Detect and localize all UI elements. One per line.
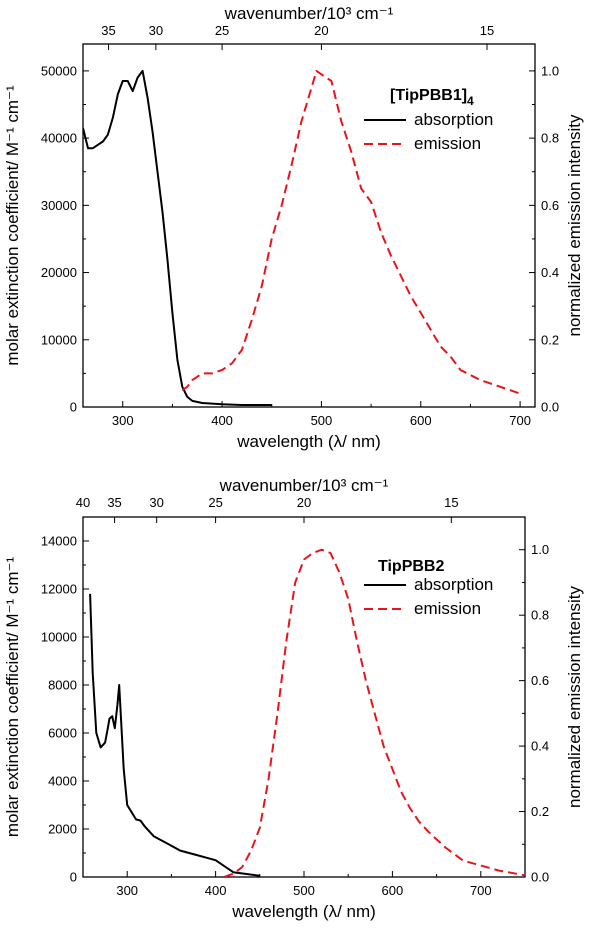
- y2-tick-label: 0.8: [531, 608, 549, 623]
- top-tick-label: 35: [107, 495, 121, 510]
- top-tick-label: 20: [297, 495, 311, 510]
- top-tick-label: 35: [101, 23, 115, 38]
- x-tick-label: 600: [382, 883, 404, 898]
- y-tick-label: 30000: [41, 198, 77, 213]
- chart-title-subscript: 4: [467, 94, 474, 108]
- legend-label-emission: emission: [414, 599, 481, 618]
- chart-title-main: TipPBB2: [378, 558, 444, 575]
- x-tick-label: 500: [293, 883, 315, 898]
- top-tick-label: 25: [208, 495, 222, 510]
- y2-tick-label: 0.0: [541, 400, 559, 415]
- y-tick-label: 14000: [41, 534, 77, 549]
- x-axis-label: wavelength (λ/ nm): [236, 432, 381, 451]
- x-tick-label: 500: [311, 413, 333, 428]
- y-tick-label: 10000: [41, 332, 77, 347]
- x-tick-label: 700: [509, 413, 531, 428]
- top-tick-label: 40: [76, 495, 90, 510]
- y2-tick-label: 0.6: [531, 673, 549, 688]
- legend-label-absorption: absorption: [414, 575, 493, 594]
- y2-tick-label: 0.8: [541, 131, 559, 146]
- y-tick-label: 6000: [48, 726, 77, 741]
- y-tick-label: 0: [70, 870, 77, 885]
- y2-tick-label: 0.2: [531, 804, 549, 819]
- top-tick-label: 30: [149, 495, 163, 510]
- y2-axis-label: normalized emission intensity: [565, 114, 584, 337]
- x-tick-label: 400: [205, 883, 227, 898]
- y-tick-label: 12000: [41, 582, 77, 597]
- chart-title: TipPBB2: [378, 558, 444, 575]
- top-tick-label: 20: [314, 23, 328, 38]
- top-axis-label: wavenumber/10³ cm⁻¹: [224, 4, 394, 23]
- y-axis-label: molar extinction coefficient/ M⁻¹ cm⁻¹: [3, 557, 22, 838]
- x-tick-label: 300: [112, 413, 134, 428]
- y2-axis-label: normalized emission intensity: [565, 585, 584, 808]
- y2-tick-label: 1.0: [531, 542, 549, 557]
- legend-label-absorption: absorption: [414, 110, 493, 129]
- chart-panel-2: 300 400 500 600 700 0 2000 4000 6000 8000 10000 120…: [3, 476, 584, 921]
- top-tick-label: 30: [149, 23, 163, 38]
- y-axis-label: molar extinction coefficient/ M⁻¹ cm⁻¹: [3, 85, 22, 366]
- y2-tick-label: 0.6: [541, 198, 559, 213]
- y2-tick-label: 0.0: [531, 870, 549, 885]
- y2-tick-label: 0.4: [531, 739, 549, 754]
- y2-tick-label: 0.4: [541, 265, 559, 280]
- chart-panel-1: 300 400 500 600 700 0 10000 20000 30000 40000 5000…: [3, 4, 584, 451]
- x-tick-label: 400: [211, 413, 233, 428]
- top-tick-label: 25: [215, 23, 229, 38]
- top-tick-label: 15: [480, 23, 494, 38]
- y-tick-label: 40000: [41, 131, 77, 146]
- y-tick-label: 4000: [48, 774, 77, 789]
- y-tick-label: 2000: [48, 822, 77, 837]
- x-axis-label: wavelength (λ/ nm): [231, 902, 376, 921]
- y2-tick-label: 1.0: [541, 63, 559, 78]
- plot-frame: [82, 516, 526, 878]
- y-tick-label: 20000: [41, 265, 77, 280]
- plot-frame: [82, 43, 536, 408]
- x-tick-label: 700: [470, 883, 492, 898]
- emission-curve: [181, 69, 521, 395]
- y-tick-label: 50000: [41, 63, 77, 78]
- y-tick-label: 10000: [41, 630, 77, 645]
- legend-label-emission: emission: [414, 134, 481, 153]
- x-tick-label: 600: [410, 413, 432, 428]
- x-tick-label: 300: [116, 883, 138, 898]
- y-tick-label: 8000: [48, 678, 77, 693]
- y-tick-label: 0: [70, 400, 77, 415]
- top-tick-label: 15: [444, 495, 458, 510]
- absorption-curve: [83, 69, 272, 406]
- chart-title: [TipPBB1]4: [390, 87, 474, 108]
- absorption-curve: [89, 593, 260, 877]
- chart-title-main: [TipPBB1]: [390, 87, 467, 104]
- emission-curve: [224, 548, 525, 877]
- y2-tick-label: 0.2: [541, 332, 559, 347]
- top-axis-label: wavenumber/10³ cm⁻¹: [219, 476, 389, 495]
